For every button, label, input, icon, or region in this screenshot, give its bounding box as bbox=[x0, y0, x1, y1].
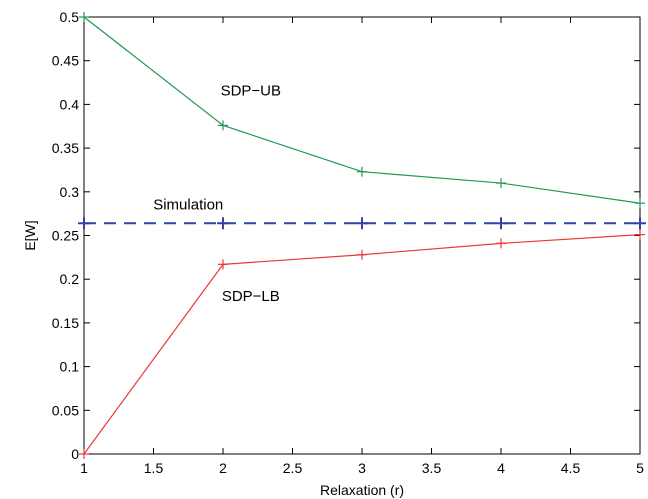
y-tick-label: 0.5 bbox=[60, 9, 80, 25]
series-sdp-lb bbox=[79, 229, 645, 459]
annotations: SDP−UB Simulation SDP−LB bbox=[153, 83, 281, 305]
series-simulation bbox=[78, 217, 646, 230]
y-tick-label: 0.3 bbox=[60, 184, 80, 200]
data-point bbox=[496, 178, 506, 189]
y-tick-label: 0.4 bbox=[60, 96, 80, 112]
data-point bbox=[634, 217, 646, 230]
y-tick-label: 0.35 bbox=[52, 140, 79, 156]
y-axis-label: E[W] bbox=[22, 220, 38, 250]
data-point bbox=[79, 12, 89, 22]
x-tick-label: 4.5 bbox=[561, 460, 581, 476]
series-sdp-ub bbox=[79, 12, 645, 209]
data-point bbox=[495, 217, 507, 230]
data-point bbox=[357, 166, 367, 177]
data-point bbox=[217, 217, 229, 230]
data-point bbox=[356, 217, 368, 230]
series-annotation: SDP−UB bbox=[221, 83, 281, 100]
y-tick-label: 0.2 bbox=[60, 271, 80, 287]
y-tick-label: 0.05 bbox=[52, 402, 79, 418]
y-tick-label: 0.1 bbox=[60, 359, 80, 375]
x-tick-label: 5 bbox=[636, 460, 644, 476]
data-point bbox=[496, 238, 506, 249]
x-tick-label: 1 bbox=[80, 460, 88, 476]
series-group bbox=[78, 12, 646, 459]
x-axis-label: Relaxation (r) bbox=[320, 482, 404, 498]
y-tick-label: 0.25 bbox=[52, 228, 79, 244]
x-tick-label: 2 bbox=[219, 460, 227, 476]
x-tick-label: 3 bbox=[358, 460, 366, 476]
data-point bbox=[218, 259, 228, 270]
x-tick-label: 2.5 bbox=[283, 460, 303, 476]
y-tick-label: 0 bbox=[71, 446, 79, 462]
x-tick-label: 3.5 bbox=[422, 460, 442, 476]
data-point bbox=[635, 198, 645, 209]
x-tick-label: 4 bbox=[497, 460, 505, 476]
data-point bbox=[635, 229, 645, 240]
data-point bbox=[78, 217, 90, 230]
y-tick-label: 0.45 bbox=[52, 53, 79, 69]
series-annotation: SDP−LB bbox=[222, 288, 280, 305]
data-point bbox=[79, 449, 89, 459]
data-point bbox=[218, 120, 228, 131]
series-annotation: Simulation bbox=[153, 196, 223, 213]
y-axis-ticks: 0 0.05 0.1 0.15 0.2 0.25 0.3 0.35 0.4 0.45 0.5 bbox=[52, 9, 640, 462]
x-axis-ticks: 1 1.5 2 2.5 3 3.5 4 4.5 5 bbox=[80, 17, 644, 476]
y-tick-label: 0.15 bbox=[52, 315, 79, 331]
x-tick-label: 1.5 bbox=[144, 460, 164, 476]
data-point bbox=[357, 249, 367, 260]
